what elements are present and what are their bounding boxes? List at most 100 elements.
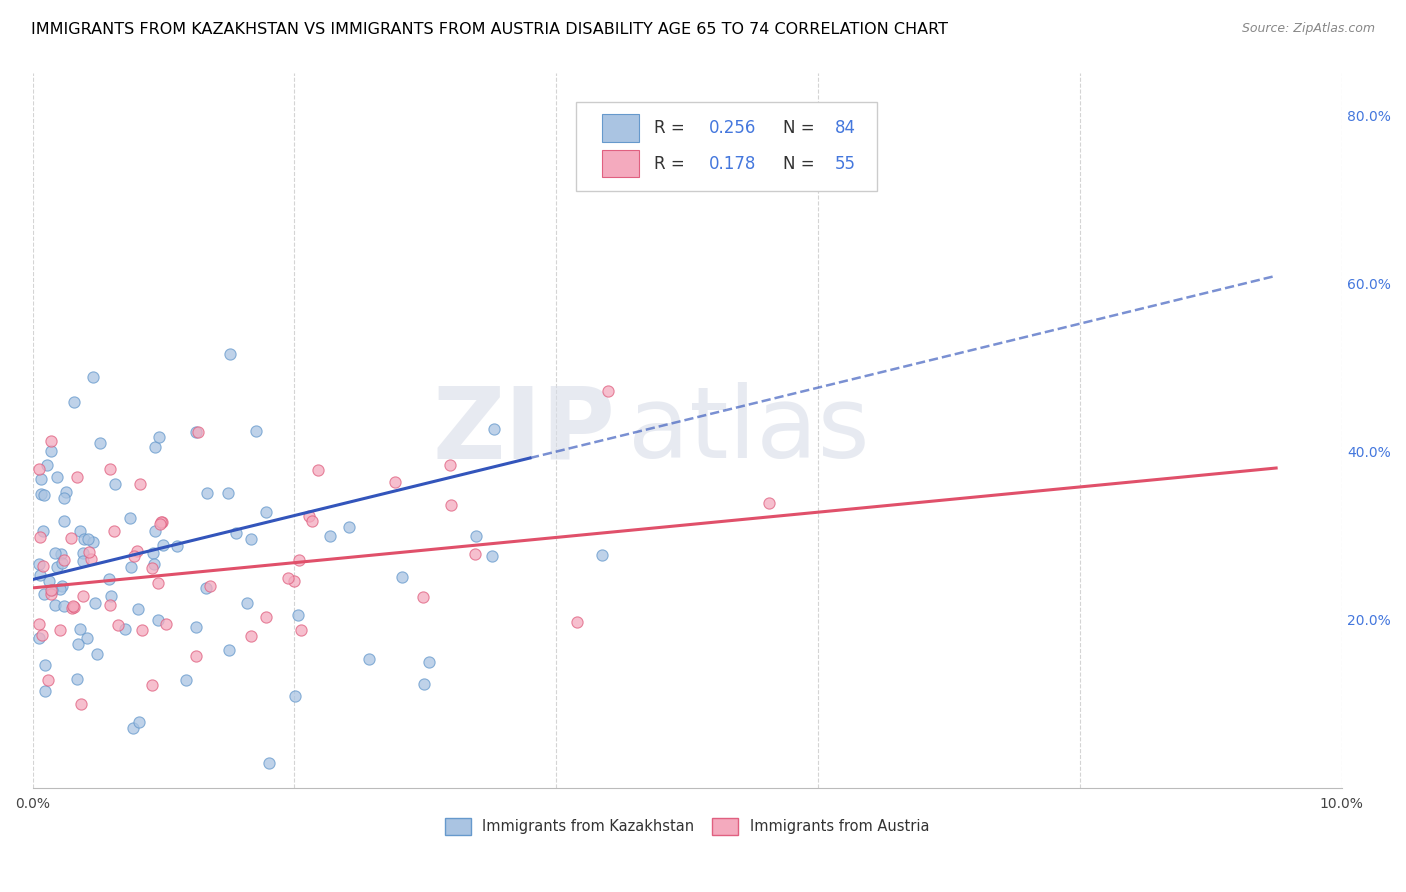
Point [142,546,165,560]
Point [357,652,380,666]
Point [72,553,94,567]
Point [39,582,62,597]
Point [150,515,173,529]
Point [245,424,267,438]
Point [37,673,59,687]
Point [482,422,505,436]
Point [89,436,111,450]
Point [44,598,66,612]
Text: ZIP: ZIP [432,382,614,479]
Point [319,528,342,542]
Point [141,678,163,692]
Point [83,596,105,610]
Point [439,498,461,512]
Point [391,570,413,584]
Point [166,539,188,553]
Point [28,462,51,476]
Point [120,560,142,574]
Point [28,632,51,646]
Point [283,574,305,588]
Point [217,485,239,500]
FancyBboxPatch shape [602,114,638,142]
Point [125,544,148,558]
Point [100,590,122,604]
Point [254,505,277,519]
Point [82,534,104,549]
Point [131,624,153,638]
Text: atlas: atlas [628,382,870,479]
Point [76,631,98,645]
Legend: Immigrants from Kazakhstan, Immigrants from Austria: Immigrants from Kazakhstan, Immigrants f… [444,818,929,835]
Point [219,347,242,361]
Text: R =: R = [654,119,690,137]
Point [184,649,207,664]
Point [104,477,127,491]
Point [38,574,60,588]
Point [62,601,84,615]
Point [277,571,299,585]
Point [152,539,174,553]
Point [107,617,129,632]
Point [79,552,101,566]
Text: N =: N = [783,155,820,173]
Text: IMMIGRANTS FROM KAZAKHSTAN VS IMMIGRANTS FROM AUSTRIA DISABILITY AGE 65 TO 74 CO: IMMIGRANTS FROM KAZAKHSTAN VS IMMIGRANTS… [31,22,948,37]
Point [52,491,75,505]
Point [39,444,62,458]
Point [592,548,614,562]
Text: 55: 55 [835,155,856,173]
Point [598,384,620,399]
Point [48,582,70,596]
Point [464,547,486,561]
Point [218,643,240,657]
Point [240,532,263,546]
Point [143,557,166,571]
Point [67,637,90,651]
Point [118,511,141,525]
Point [79,545,101,559]
Point [307,463,329,477]
Point [44,546,66,560]
Point [70,697,93,711]
Point [51,556,73,570]
FancyBboxPatch shape [602,150,638,178]
Point [69,622,91,636]
Point [55,484,77,499]
Point [186,425,208,439]
Point [127,601,149,615]
Point [53,514,76,528]
Point [39,587,62,601]
Point [481,549,503,563]
Point [287,608,309,623]
Point [62,599,84,613]
Point [28,567,51,582]
Point [141,560,163,574]
Point [34,684,56,698]
Point [129,476,152,491]
Point [76,532,98,546]
Point [122,549,145,563]
Point [225,526,247,541]
Point [39,434,62,448]
Point [32,524,55,538]
Point [413,677,436,691]
Point [98,462,121,476]
Point [114,622,136,636]
Point [30,530,52,544]
Point [145,524,167,538]
Text: Source: ZipAtlas.com: Source: ZipAtlas.com [1241,22,1375,36]
Point [31,559,53,574]
Point [72,589,94,603]
Point [257,756,280,770]
FancyBboxPatch shape [576,102,877,191]
Point [86,647,108,661]
Point [82,369,104,384]
Point [412,590,434,604]
Point [63,395,86,409]
Point [143,440,166,454]
Point [187,425,209,440]
Point [239,630,262,644]
Point [48,623,70,637]
Text: 84: 84 [835,119,856,137]
Point [32,587,55,601]
Point [567,615,589,629]
